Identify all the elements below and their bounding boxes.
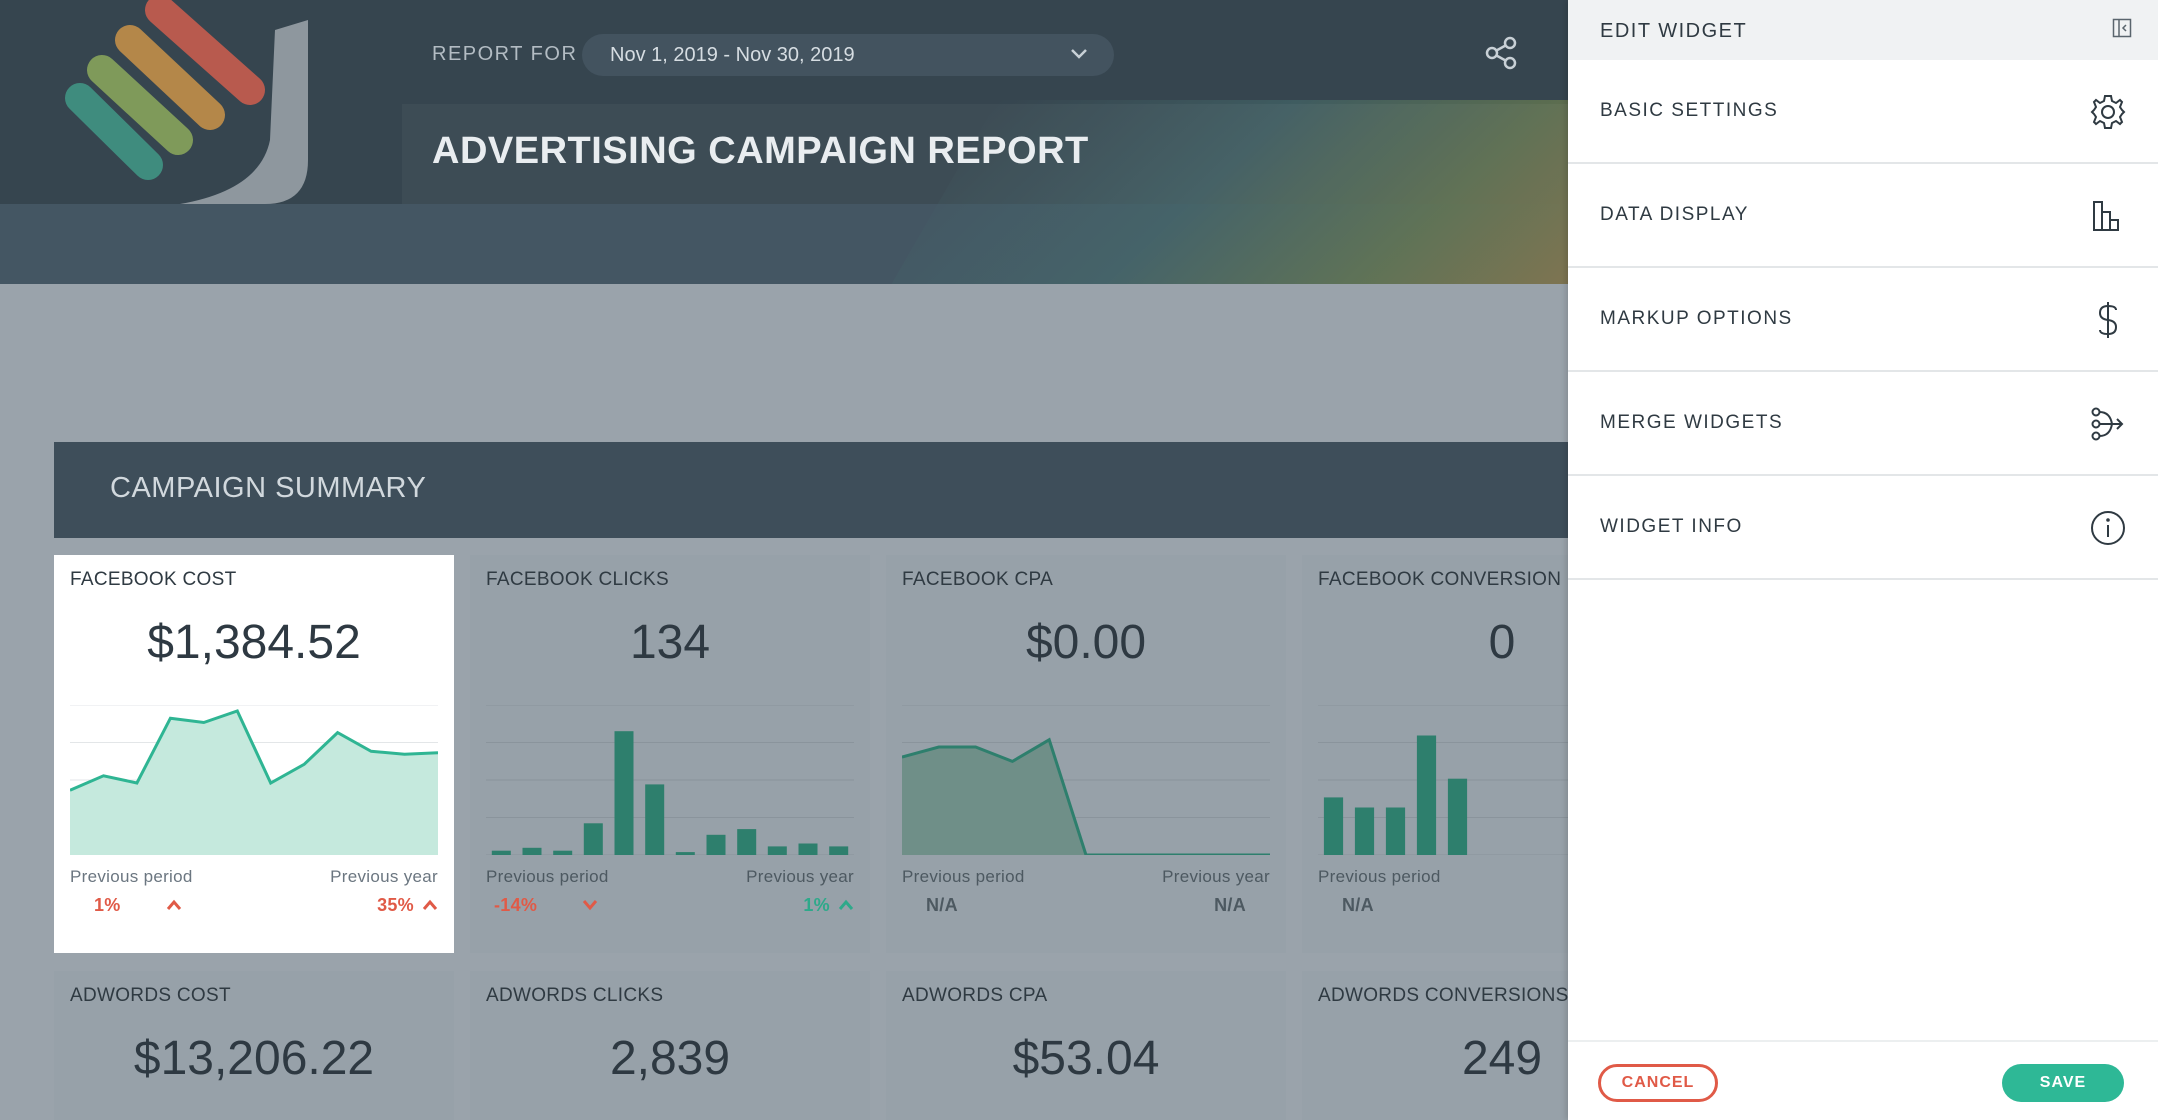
- series-line: [902, 737, 1270, 855]
- previous-period-label: Previous period: [486, 867, 609, 886]
- previous-period-label: Previous period: [70, 867, 193, 886]
- widget-title: FACEBOOK CPA: [902, 569, 1054, 590]
- bar: [829, 846, 849, 855]
- chevron-down-icon: [1071, 49, 1087, 59]
- bar: [614, 731, 634, 855]
- bar: [1385, 807, 1406, 855]
- previous-year-label: Previous year: [330, 867, 438, 886]
- section-title: CAMPAIGN SUMMARY: [110, 472, 427, 504]
- series-line: [70, 709, 438, 792]
- save-button[interactable]: SAVE: [2002, 1064, 2124, 1102]
- widget-title: ADWORDS CONVERSIONS: [1318, 985, 1568, 1006]
- widget-title: FACEBOOK CONVERSION: [1318, 569, 1562, 590]
- widget-value: $13,206.22: [133, 1032, 375, 1085]
- widget-title: ADWORDS COST: [70, 985, 231, 1006]
- widget-value: $53.04: [1012, 1032, 1160, 1085]
- info-icon: [2091, 511, 2125, 545]
- widget-facebook-cpa[interactable]: FACEBOOK CPA $0.00 Previous period Previ…: [886, 555, 1286, 953]
- bar: [706, 834, 726, 855]
- edit-widget-panel: EDIT WIDGET BASIC SETTINGS DATA DISPLAY …: [1568, 0, 2158, 1120]
- widget-facebook-conversion[interactable]: FACEBOOK CONVERSION 0 Previous period N/…: [1302, 555, 1568, 953]
- previous-year-label: Previous year: [1162, 867, 1270, 886]
- widget-adwords-cost[interactable]: ADWORDS COST $13,206.22: [54, 971, 454, 1120]
- bar: [798, 843, 818, 855]
- arrow-down-icon: [582, 900, 598, 911]
- campaign-summary-header: CAMPAIGN SUMMARY: [54, 442, 1570, 538]
- widget-facebook-cost[interactable]: FACEBOOK COST $1,384.52 Previous period …: [54, 555, 454, 953]
- previous-period-value: 1%: [94, 895, 121, 915]
- bar: [1416, 735, 1437, 855]
- menu-item-data-display[interactable]: DATA DISPLAY: [1568, 164, 2158, 268]
- widget-adwords-cpa[interactable]: ADWORDS CPA $53.04: [886, 971, 1286, 1120]
- bar: [553, 850, 573, 855]
- menu-item-merge-widgets[interactable]: MERGE WIDGETS: [1568, 372, 2158, 476]
- bar: [675, 852, 695, 855]
- arrow-up-icon: [422, 899, 438, 910]
- bar: [1323, 797, 1344, 855]
- title-box: [402, 104, 1572, 204]
- panel-footer: CANCEL SAVE: [1568, 1040, 2158, 1120]
- menu-item-widget-info[interactable]: WIDGET INFO: [1568, 476, 2158, 580]
- previous-period-value: -14%: [494, 895, 538, 915]
- sparkline-chart: [70, 705, 438, 855]
- widget-title: FACEBOOK CLICKS: [486, 569, 669, 590]
- previous-period-label: Previous period: [902, 867, 1025, 886]
- date-range-select[interactable]: Nov 1, 2019 - Nov 30, 2019: [582, 34, 1114, 76]
- brand-logo-icon: [65, 0, 308, 204]
- page-title: ADVERTISING CAMPAIGN REPORT: [432, 130, 1089, 172]
- previous-period-value: N/A: [1342, 895, 1374, 915]
- arrow-up-icon: [838, 899, 854, 910]
- widget-value: 249: [1461, 1032, 1543, 1085]
- menu-label: BASIC SETTINGS: [1600, 100, 1779, 121]
- bar: [1447, 778, 1468, 855]
- widget-title: ADWORDS CPA: [902, 985, 1048, 1006]
- menu-item-basic-settings[interactable]: BASIC SETTINGS: [1568, 60, 2158, 164]
- report-for-label: REPORT FOR: [432, 43, 578, 65]
- previous-year-value: N/A: [1214, 895, 1246, 915]
- arrow-up-icon: [166, 899, 182, 910]
- bar-chart: [486, 705, 854, 855]
- share-icon[interactable]: [1484, 36, 1518, 70]
- previous-period-value: N/A: [926, 895, 958, 915]
- widget-value: 134: [629, 616, 711, 669]
- bar: [737, 829, 757, 855]
- date-range-value: Nov 1, 2019 - Nov 30, 2019: [610, 44, 855, 66]
- widget-value: $0.00: [1025, 616, 1147, 669]
- bar: [491, 850, 511, 855]
- bar-chart: [1318, 705, 1568, 855]
- menu-label: DATA DISPLAY: [1600, 204, 1749, 225]
- previous-period-label: Previous period: [1318, 867, 1441, 886]
- bar: [583, 823, 603, 855]
- bar: [767, 846, 787, 855]
- previous-year-value: 1%: [803, 895, 830, 915]
- widget-value: 0: [1488, 616, 1516, 669]
- area-fill: [902, 739, 1270, 855]
- menu-label: MERGE WIDGETS: [1600, 412, 1784, 433]
- menu-label: WIDGET INFO: [1600, 516, 1743, 537]
- cancel-button[interactable]: CANCEL: [1598, 1064, 1718, 1102]
- panel-title: EDIT WIDGET: [1600, 20, 1748, 42]
- gear-icon: [2090, 95, 2126, 129]
- widget-facebook-clicks[interactable]: FACEBOOK CLICKS 134 Previous period Prev…: [470, 555, 870, 953]
- widget-adwords-conversions[interactable]: ADWORDS CONVERSIONS 249: [1302, 971, 1568, 1120]
- bar: [522, 847, 542, 855]
- previous-year-value: 35%: [377, 895, 414, 915]
- panel-header: EDIT WIDGET: [1568, 0, 2158, 60]
- bar-chart-icon: [2093, 201, 2119, 231]
- collapse-panel-icon[interactable]: [2112, 18, 2132, 38]
- previous-year-label: Previous year: [746, 867, 854, 886]
- widget-title: ADWORDS CLICKS: [486, 985, 664, 1006]
- menu-label: MARKUP OPTIONS: [1600, 308, 1793, 329]
- widget-adwords-clicks[interactable]: ADWORDS CLICKS 2,839: [470, 971, 870, 1120]
- widget-value: 2,839: [609, 1032, 731, 1085]
- dollar-icon: [2098, 302, 2118, 338]
- bar: [1354, 807, 1375, 855]
- widget-value: $1,384.52: [147, 616, 361, 669]
- widget-title: FACEBOOK COST: [70, 569, 237, 590]
- area-fill: [70, 711, 438, 855]
- menu-item-markup-options[interactable]: MARKUP OPTIONS: [1568, 268, 2158, 372]
- bar: [645, 784, 665, 855]
- merge-icon: [2091, 407, 2124, 441]
- sparkline-chart: [902, 705, 1270, 855]
